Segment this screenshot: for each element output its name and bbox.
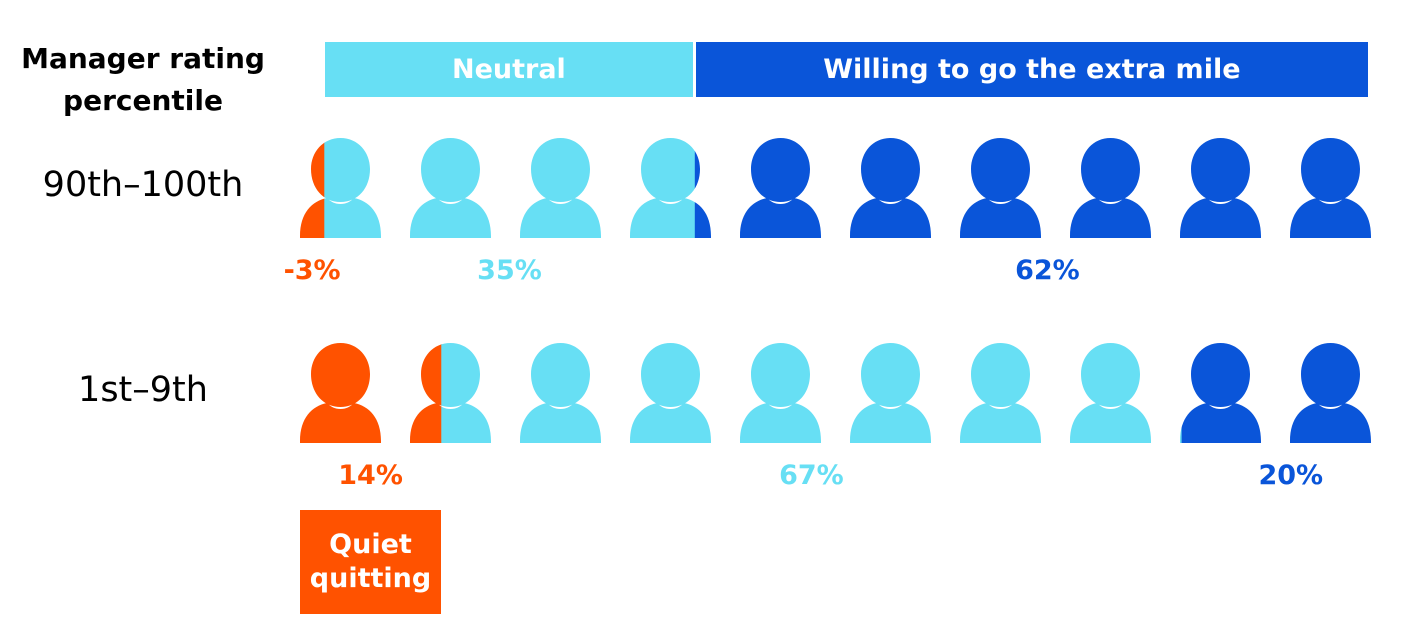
icon-fill-willing — [1290, 138, 1371, 238]
person-icon — [740, 138, 821, 238]
quiet-quitting-line-1: Quiet — [329, 529, 412, 560]
icon-fill-willing — [1181, 343, 1261, 443]
icon-fill-neutral — [324, 138, 381, 238]
value-label-willing-1st-9th: 20% — [1258, 460, 1323, 491]
axis-title-line-1: Manager rating — [21, 42, 265, 75]
person-icon — [1290, 138, 1371, 238]
person-icon — [1070, 138, 1151, 238]
row-label-bottom-percentile: 1st–9th — [78, 370, 208, 410]
person-icon — [1180, 343, 1261, 443]
icon-fill-neutral — [740, 343, 821, 443]
icon-fill-neutral — [630, 343, 711, 443]
value-label-neutral-1st-9th: 67% — [779, 460, 844, 491]
willing-header-band: Willing to go the extra mile — [695, 42, 1368, 97]
icon-fill-willing — [740, 138, 821, 238]
value-label-neutral-90th-100th: 35% — [477, 255, 542, 286]
person-icon — [300, 343, 381, 443]
person-icon — [630, 138, 711, 238]
icon-fill-quiet — [410, 343, 442, 443]
person-icon — [300, 138, 381, 238]
icon-fill-willing — [850, 138, 931, 238]
person-icon — [740, 343, 821, 443]
axis-title-line-2: percentile — [63, 84, 223, 117]
person-icon — [1180, 138, 1261, 238]
person-icon — [630, 343, 711, 443]
person-icon — [850, 343, 931, 443]
person-icon — [850, 138, 931, 238]
value-label-quiet-90th-100th: -3% — [284, 255, 341, 286]
axis-title: Manager rating percentile — [18, 38, 268, 122]
person-icon — [520, 343, 601, 443]
row-label-top-percentile: 90th–100th — [42, 165, 244, 205]
icon-fill-neutral — [441, 343, 491, 443]
quiet-quitting-callout: Quiet quitting — [300, 510, 441, 614]
icon-fill-quiet — [300, 138, 325, 238]
icon-fill-neutral — [960, 343, 1041, 443]
person-icon — [960, 343, 1041, 443]
icon-fill-neutral — [630, 138, 696, 238]
neutral-header-band: Neutral — [325, 42, 693, 97]
person-icon — [410, 343, 491, 443]
person-icon — [1070, 343, 1151, 443]
icon-fill-neutral — [520, 343, 601, 443]
person-icon — [1290, 343, 1371, 443]
person-icon — [520, 138, 601, 238]
icon-fill-willing — [1180, 138, 1261, 238]
icon-fill-willing — [1290, 343, 1371, 443]
icon-fill-quiet — [300, 343, 381, 443]
icon-fill-willing — [960, 138, 1041, 238]
value-label-quiet-1st-9th: 14% — [338, 460, 403, 491]
icon-fill-neutral — [520, 138, 601, 238]
icon-fill-neutral — [1070, 343, 1151, 443]
quiet-quitting-line-2: quitting — [309, 563, 432, 594]
person-icon — [410, 138, 491, 238]
icon-fill-willing — [1070, 138, 1151, 238]
icon-fill-neutral — [410, 138, 491, 238]
icon-fill-neutral — [850, 343, 931, 443]
icon-fill-willing — [694, 138, 711, 238]
person-icon — [960, 138, 1041, 238]
value-label-willing-90th-100th: 62% — [1015, 255, 1080, 286]
